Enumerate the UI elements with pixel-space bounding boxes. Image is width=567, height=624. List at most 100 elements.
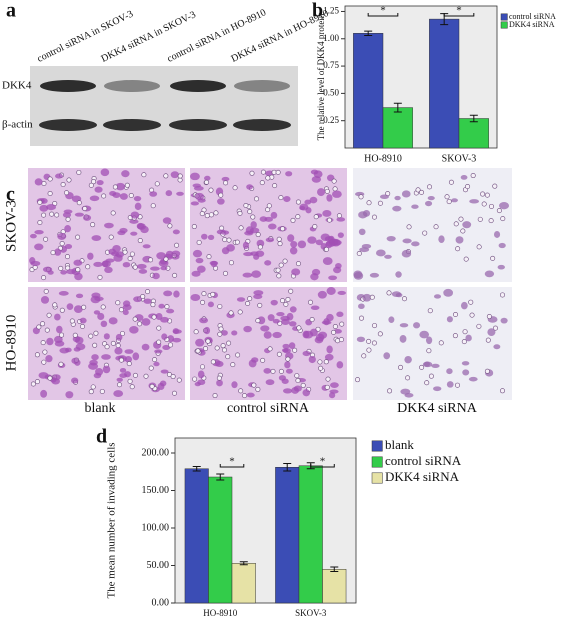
cell bbox=[497, 264, 505, 270]
cell bbox=[289, 306, 297, 313]
pore bbox=[222, 270, 228, 276]
cell bbox=[311, 176, 322, 183]
pore bbox=[206, 254, 212, 260]
cell bbox=[108, 248, 116, 255]
pore bbox=[419, 189, 425, 195]
cell bbox=[203, 326, 211, 335]
pore bbox=[90, 384, 96, 390]
cell bbox=[326, 287, 336, 295]
cell bbox=[401, 190, 411, 198]
cell bbox=[130, 231, 138, 236]
cell bbox=[197, 265, 206, 273]
significance-mark: * bbox=[320, 456, 326, 468]
cell bbox=[122, 262, 131, 268]
cell bbox=[314, 336, 324, 344]
cell bbox=[256, 239, 265, 248]
pore bbox=[260, 357, 266, 363]
cell bbox=[288, 342, 296, 350]
pore bbox=[448, 179, 454, 185]
bar bbox=[353, 33, 384, 149]
pore bbox=[485, 337, 491, 343]
pore bbox=[150, 203, 156, 209]
cell bbox=[315, 239, 323, 246]
cell bbox=[310, 273, 319, 281]
pore bbox=[42, 349, 48, 355]
legend-label: control siRNA bbox=[509, 12, 556, 21]
cell bbox=[283, 348, 291, 354]
pore bbox=[427, 184, 433, 190]
pore bbox=[44, 327, 50, 333]
pore bbox=[257, 244, 263, 250]
cell bbox=[500, 317, 508, 324]
pore bbox=[427, 308, 433, 314]
cell bbox=[411, 204, 419, 209]
cell bbox=[329, 389, 339, 394]
pore bbox=[232, 185, 238, 191]
pore bbox=[59, 241, 65, 247]
cell bbox=[137, 223, 146, 230]
cell bbox=[244, 230, 254, 236]
cell bbox=[129, 326, 139, 334]
blot-band bbox=[40, 80, 96, 92]
pore bbox=[295, 199, 301, 205]
pore bbox=[132, 264, 138, 270]
pore bbox=[127, 378, 133, 384]
cell bbox=[122, 309, 129, 316]
legend-swatch bbox=[371, 472, 383, 484]
cell bbox=[242, 241, 249, 250]
cell bbox=[46, 337, 54, 346]
cell bbox=[119, 373, 128, 378]
error-bar bbox=[469, 114, 478, 123]
micrograph bbox=[353, 287, 512, 400]
cell bbox=[45, 355, 53, 363]
cell bbox=[158, 303, 165, 309]
pore bbox=[193, 329, 199, 335]
cell bbox=[149, 191, 158, 197]
pore bbox=[332, 186, 338, 192]
cell bbox=[246, 184, 254, 190]
cell bbox=[358, 228, 366, 236]
cell bbox=[391, 291, 402, 297]
cell bbox=[299, 203, 309, 211]
pore bbox=[156, 339, 162, 345]
pore bbox=[458, 216, 464, 222]
pore bbox=[470, 173, 476, 179]
pore bbox=[402, 296, 408, 302]
pore bbox=[34, 379, 40, 385]
pore bbox=[377, 200, 383, 206]
pore bbox=[204, 213, 210, 219]
y-tick-label: 100.00 bbox=[142, 522, 170, 533]
pore bbox=[137, 321, 143, 327]
cell bbox=[248, 359, 257, 368]
cell bbox=[386, 235, 396, 242]
pore bbox=[335, 338, 341, 344]
cell bbox=[79, 317, 87, 324]
cell bbox=[243, 251, 253, 257]
cell bbox=[291, 387, 299, 394]
cell bbox=[53, 335, 63, 343]
cell bbox=[73, 305, 83, 313]
cell bbox=[30, 260, 41, 267]
pore bbox=[124, 182, 130, 188]
pore bbox=[152, 357, 158, 363]
cell bbox=[309, 328, 318, 337]
pore bbox=[278, 262, 284, 268]
pore bbox=[199, 211, 205, 217]
cell bbox=[328, 275, 338, 281]
pore bbox=[228, 310, 234, 316]
pore bbox=[75, 234, 81, 240]
cell bbox=[468, 376, 478, 382]
pore bbox=[242, 393, 248, 399]
pore bbox=[484, 368, 490, 374]
cell bbox=[199, 317, 209, 324]
blot-membrane bbox=[30, 66, 298, 146]
row-label: HO-8910 bbox=[3, 315, 19, 372]
cell bbox=[116, 377, 123, 382]
pore bbox=[356, 251, 362, 257]
cell bbox=[142, 244, 151, 249]
pore bbox=[59, 307, 65, 313]
pore bbox=[100, 304, 106, 310]
cell bbox=[201, 233, 208, 240]
cell bbox=[250, 221, 257, 229]
